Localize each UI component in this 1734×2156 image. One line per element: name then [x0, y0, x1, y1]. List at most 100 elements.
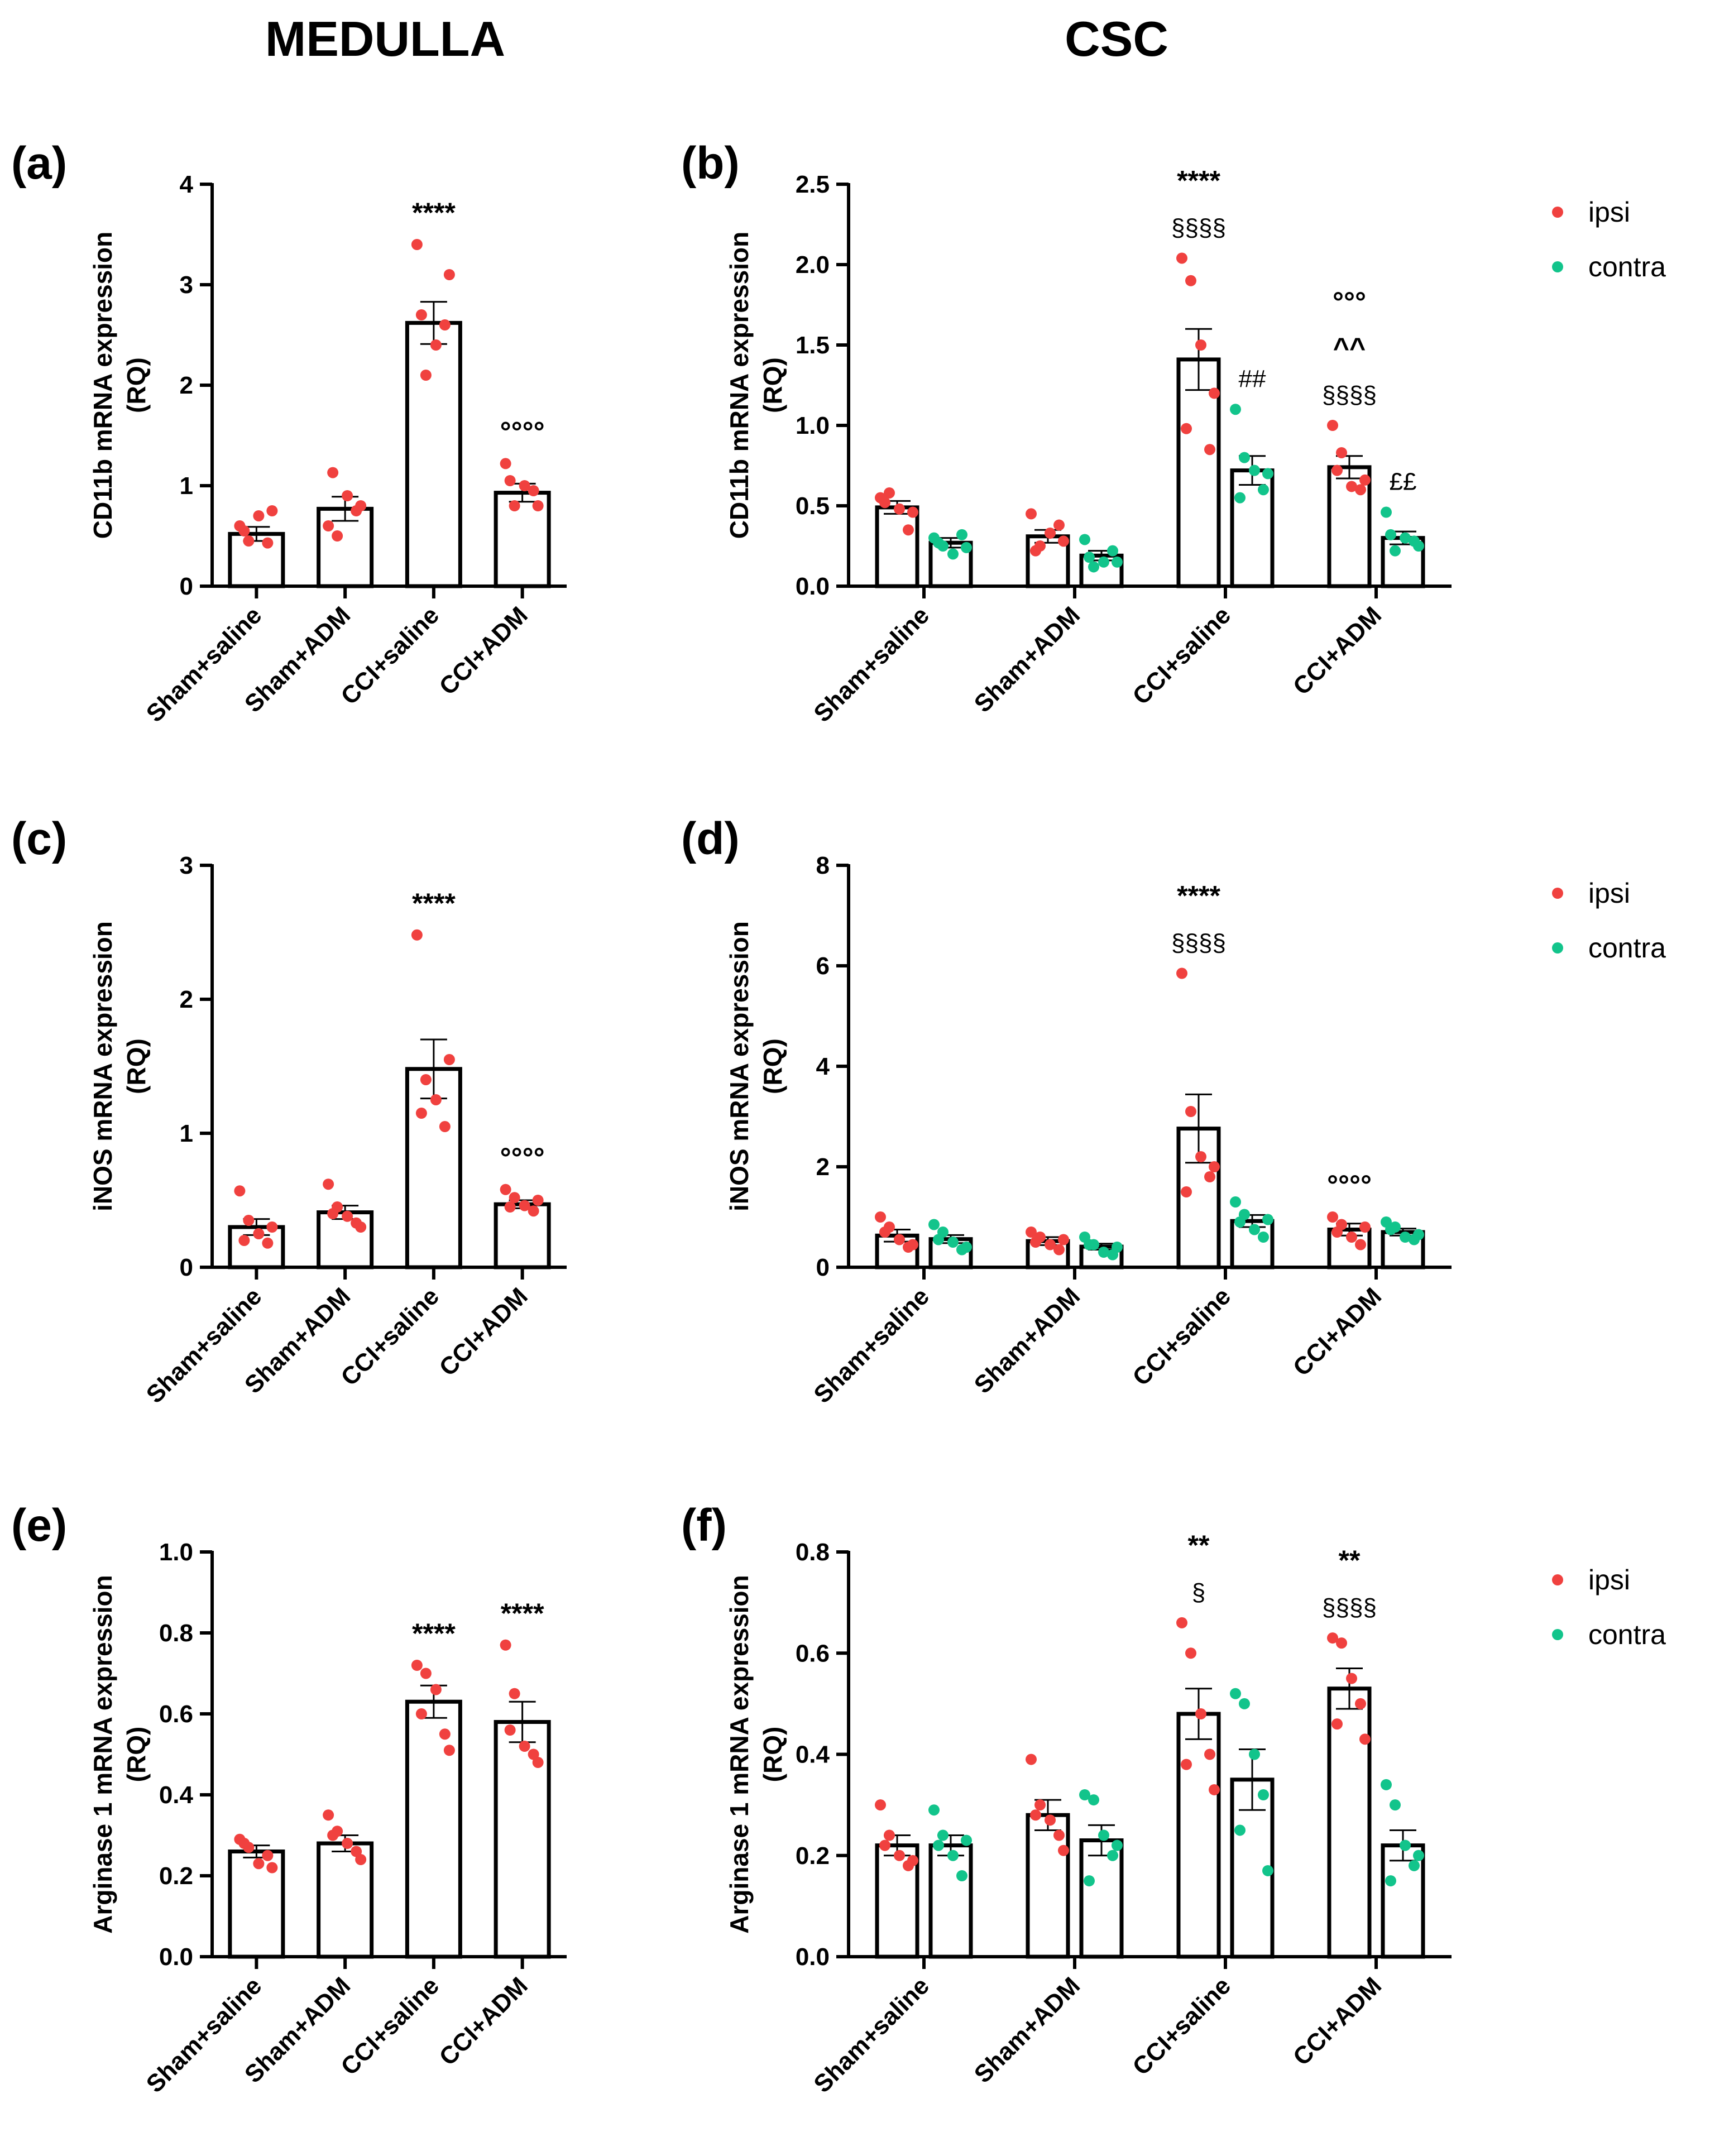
data-point-ipsi	[1355, 1239, 1366, 1251]
data-point-contra	[956, 1870, 967, 1881]
panel-label: (c)	[11, 813, 67, 864]
legend-label-ipsi: ipsi	[1588, 197, 1630, 228]
data-point-ipsi	[907, 1239, 918, 1251]
data-point-contra	[947, 548, 959, 560]
x-category-label: Sham+saline	[808, 601, 935, 727]
data-point-ipsi	[504, 475, 516, 486]
data-point-contra	[1239, 452, 1250, 463]
y-tick-label: 0	[816, 1254, 830, 1281]
data-point-ipsi	[894, 1234, 905, 1245]
bar-contra	[1381, 536, 1425, 588]
data-point-ipsi	[355, 500, 367, 511]
data-point-ipsi	[907, 506, 918, 518]
y-axis-title: Arginase 1 mRNA expression	[725, 1575, 754, 1934]
data-point-ipsi	[342, 1210, 353, 1222]
data-point-contra	[1413, 1229, 1424, 1240]
y-tick-label: 1	[180, 1120, 193, 1147]
data-point-contra	[1381, 1779, 1392, 1790]
data-point-ipsi	[1045, 527, 1056, 539]
legend-marker-ipsi	[1552, 207, 1563, 218]
data-point-ipsi	[1030, 1809, 1041, 1821]
data-point-ipsi	[443, 269, 455, 280]
data-point-ipsi	[1204, 1748, 1215, 1760]
x-category-label: CCI+ADM	[434, 1972, 533, 2071]
y-axis-title: (RQ)	[122, 1038, 151, 1094]
data-point-ipsi	[509, 1688, 520, 1699]
significance-marker: ****	[412, 888, 456, 919]
significance-marker: °°°°	[1327, 1170, 1372, 1201]
data-point-ipsi	[1346, 1673, 1357, 1684]
data-point-ipsi	[1327, 1632, 1338, 1644]
chart-panel-a: (a) CD11b mRNA expression (RQ) 0 1 2 3 4 Sham+sa…	[11, 138, 567, 727]
panel-label: (f)	[681, 1500, 727, 1551]
y-tick-label: 3	[180, 271, 193, 299]
data-point-contra	[947, 1850, 959, 1861]
y-axis-title: Arginase 1 mRNA expression	[88, 1575, 117, 1934]
data-point-contra	[1413, 1850, 1424, 1861]
y-axis-title: (RQ)	[758, 357, 787, 413]
y-tick-label: 0	[180, 1254, 193, 1281]
data-point-contra	[928, 1219, 940, 1230]
data-point-ipsi	[439, 1121, 451, 1132]
data-point-contra	[1390, 1799, 1401, 1811]
data-point-contra	[1098, 1829, 1109, 1841]
data-point-ipsi	[262, 1237, 274, 1249]
data-point-ipsi	[430, 339, 442, 351]
data-point-contra	[1112, 556, 1123, 568]
data-point-ipsi	[439, 1728, 451, 1740]
x-category-label: CCI+ADM	[1288, 601, 1387, 700]
data-point-ipsi	[1181, 423, 1192, 434]
data-point-ipsi	[1026, 1753, 1037, 1765]
data-point-ipsi	[1331, 464, 1343, 476]
data-point-ipsi	[1026, 1226, 1037, 1238]
data-point-ipsi	[884, 487, 895, 499]
y-tick-label: 0.5	[796, 492, 830, 520]
panel-label: (d)	[681, 813, 740, 864]
data-point-ipsi	[443, 1054, 455, 1065]
data-point-ipsi	[1346, 481, 1357, 492]
chart-panel-e: (e) Arginase 1 mRNA expression (RQ) 0.0 0.2 0…	[11, 1500, 567, 2098]
data-point-ipsi	[519, 480, 530, 491]
data-point-ipsi	[1204, 1171, 1215, 1182]
bar-ipsi	[228, 531, 285, 588]
bar-ipsi	[317, 1210, 374, 1269]
y-axis-title: iNOS mRNA expression	[725, 921, 754, 1211]
data-point-ipsi	[430, 1094, 442, 1105]
significance-marker: ##	[1239, 365, 1266, 392]
chart-panel-c: (c) iNOS mRNA expression (RQ) 0 1 2 3 Sham+sali…	[11, 813, 567, 1408]
significance-marker: °°°°	[500, 416, 545, 447]
legend-marker-contra	[1552, 942, 1563, 954]
data-point-ipsi	[411, 239, 423, 250]
y-tick-label: 0.0	[159, 1943, 193, 1971]
data-point-ipsi	[266, 505, 278, 516]
data-point-ipsi	[323, 520, 334, 531]
data-point-contra	[1234, 492, 1246, 504]
significance-marker: §§§§	[1171, 214, 1226, 241]
data-point-ipsi	[1185, 1647, 1196, 1659]
bar-ipsi	[405, 1699, 462, 1959]
data-point-ipsi	[266, 1221, 278, 1233]
legend-label-contra: contra	[1588, 932, 1666, 964]
data-point-ipsi	[355, 1854, 367, 1865]
data-point-ipsi	[253, 1858, 265, 1870]
y-tick-label: 1.5	[796, 332, 830, 359]
data-point-ipsi	[519, 1741, 530, 1752]
data-point-ipsi	[332, 530, 343, 542]
data-point-ipsi	[1195, 1708, 1206, 1719]
data-point-ipsi	[1331, 1226, 1343, 1238]
data-point-ipsi	[420, 370, 432, 381]
y-tick-label: 0.2	[796, 1842, 830, 1870]
data-point-ipsi	[894, 503, 905, 515]
data-point-ipsi	[420, 1074, 432, 1085]
data-point-contra	[1084, 1239, 1095, 1251]
data-point-ipsi	[1176, 252, 1187, 264]
data-point-ipsi	[1053, 1244, 1065, 1256]
y-axis-title: CD11b mRNA expression	[88, 232, 117, 539]
y-axis-title: (RQ)	[122, 357, 151, 413]
data-point-contra	[1230, 404, 1241, 415]
data-point-ipsi	[1030, 1237, 1041, 1248]
x-category-label: Sham+ADM	[969, 1972, 1085, 2088]
significance-marker: §	[1192, 1579, 1205, 1606]
data-point-ipsi	[1327, 420, 1338, 431]
